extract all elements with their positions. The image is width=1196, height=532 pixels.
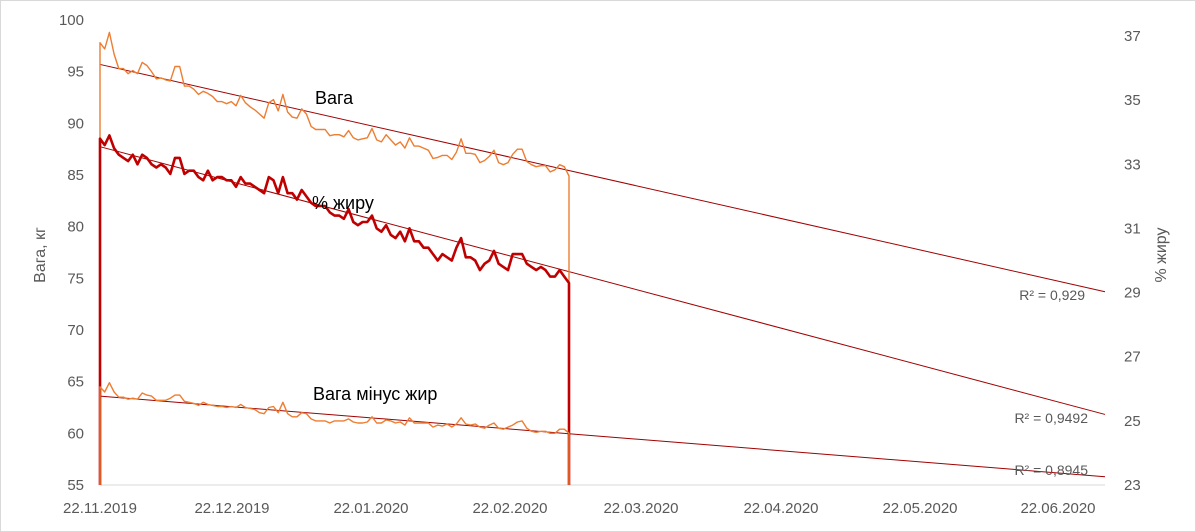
y-tick-label: 60 [67, 425, 84, 442]
x-tick-label: 22.03.2020 [603, 500, 678, 517]
r2-lean: R² = 0,8945 [1014, 462, 1088, 478]
trendline [99, 146, 1106, 415]
y-tick-label: 85 [67, 167, 84, 184]
x-tick-label: 22.11.2019 [63, 500, 137, 517]
r2-weight: R² = 0,929 [1019, 287, 1085, 303]
labels-group: Вага, кг % жиру Вага % жиру Вага мінус ж… [32, 88, 1170, 478]
annotation-weight: Вага [315, 88, 354, 108]
y2-tick-label: 27 [1124, 349, 1141, 366]
y2-axis-title: % жиру [1153, 227, 1170, 282]
series-line [99, 382, 570, 485]
y-tick-label: 100 [59, 12, 84, 29]
y2-tick-label: 37 [1124, 28, 1141, 45]
series-line [99, 31, 570, 485]
y2-tick-label: 35 [1124, 92, 1141, 109]
y-tick-label: 80 [67, 219, 84, 236]
y-tick-label: 95 [67, 64, 84, 81]
x-tick-label: 22.04.2020 [743, 500, 818, 517]
y-tick-label: 65 [67, 374, 84, 391]
trendline [99, 63, 1106, 293]
axes-group: 55 60 65 70 75 80 85 90 95 100 23 25 27 29 31 33 35 37 22.… [59, 12, 1141, 517]
y2-tick-label: 25 [1124, 413, 1141, 430]
annotation-lean: Вага мінус жир [313, 384, 437, 404]
y2-tick-label: 23 [1124, 477, 1141, 494]
x-tick-label: 22.05.2020 [882, 500, 957, 517]
annotation-fat: % жиру [312, 193, 374, 213]
y-axis-title: Вага, кг [32, 227, 49, 283]
r2-fat: R² = 0,9492 [1014, 410, 1088, 426]
y2-tick-label: 29 [1124, 285, 1141, 302]
series-group [98, 31, 571, 485]
series-line [98, 134, 571, 485]
trendlines-group [99, 63, 1106, 478]
x-tick-label: 22.12.2019 [194, 500, 269, 517]
y-tick-label: 75 [67, 270, 84, 287]
y-tick-label: 90 [67, 115, 84, 132]
y-tick-label: 70 [67, 322, 84, 339]
x-tick-label: 22.02.2020 [472, 500, 547, 517]
y2-tick-label: 31 [1124, 220, 1141, 237]
y-tick-label: 55 [67, 477, 84, 494]
x-tick-label: 22.01.2020 [333, 500, 408, 517]
y2-tick-label: 33 [1124, 156, 1141, 173]
x-tick-label: 22.06.2020 [1020, 500, 1095, 517]
